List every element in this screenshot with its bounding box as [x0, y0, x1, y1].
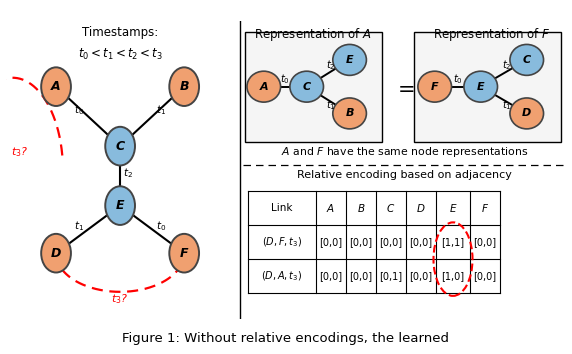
Text: [0,0]: [0,0] — [474, 271, 496, 281]
Circle shape — [510, 45, 543, 75]
Text: $t_1$: $t_1$ — [326, 98, 336, 112]
Text: $(D,A,t_3)$: $(D,A,t_3)$ — [261, 269, 303, 283]
Text: $t_1$: $t_1$ — [74, 219, 84, 233]
Text: $t_1$: $t_1$ — [502, 98, 511, 112]
Text: [0,0]: [0,0] — [474, 237, 496, 247]
Text: Timestamps:: Timestamps: — [82, 26, 158, 39]
Text: [1,1]: [1,1] — [442, 237, 464, 247]
Text: [0,0]: [0,0] — [410, 271, 432, 281]
Text: Representation of $A$: Representation of $A$ — [253, 26, 372, 43]
Text: D: D — [51, 247, 61, 260]
Circle shape — [333, 45, 367, 75]
Text: Figure 1: Without relative encodings, the learned: Figure 1: Without relative encodings, th… — [122, 332, 450, 345]
Text: $t_0 < t_1 < t_2 < t_3$: $t_0 < t_1 < t_2 < t_3$ — [78, 46, 162, 62]
Circle shape — [169, 234, 199, 273]
FancyBboxPatch shape — [414, 32, 562, 142]
Text: A: A — [260, 82, 268, 92]
Text: $t_3$?: $t_3$? — [112, 292, 129, 306]
Text: $=$: $=$ — [393, 78, 415, 98]
Text: F: F — [431, 82, 439, 92]
Text: B: B — [180, 80, 189, 93]
Circle shape — [41, 234, 71, 273]
Circle shape — [105, 127, 135, 165]
Text: E: E — [116, 199, 124, 212]
Text: Link: Link — [271, 203, 293, 213]
Text: [0,0]: [0,0] — [319, 271, 343, 281]
Text: B: B — [345, 108, 354, 119]
Text: [0,0]: [0,0] — [349, 237, 372, 247]
Text: D: D — [522, 108, 531, 119]
Text: $t_3$?: $t_3$? — [11, 145, 28, 159]
Text: $\mathit{B}$: $\mathit{B}$ — [357, 202, 365, 214]
Text: [0,0]: [0,0] — [319, 237, 343, 247]
Text: E: E — [477, 82, 484, 92]
Text: $\mathit{A}$: $\mathit{A}$ — [327, 202, 335, 214]
Text: E: E — [346, 55, 353, 65]
Circle shape — [333, 98, 367, 129]
Text: $t_0$: $t_0$ — [453, 72, 463, 86]
Text: $(D,F,t_3)$: $(D,F,t_3)$ — [262, 235, 302, 249]
Text: $t_2$: $t_2$ — [502, 58, 511, 72]
Text: $t_0$: $t_0$ — [280, 72, 290, 86]
Circle shape — [290, 71, 324, 102]
Text: $\mathit{C}$: $\mathit{C}$ — [386, 202, 396, 214]
Text: A: A — [51, 80, 61, 93]
Text: $\mathit{D}$: $\mathit{D}$ — [416, 202, 426, 214]
Text: [0,0]: [0,0] — [379, 237, 403, 247]
Text: Representation of $F$: Representation of $F$ — [433, 26, 551, 43]
Text: $A$ and $F$ have the same node representations: $A$ and $F$ have the same node represent… — [281, 145, 529, 159]
Circle shape — [247, 71, 281, 102]
Text: $\mathit{E}$: $\mathit{E}$ — [449, 202, 457, 214]
Text: C: C — [116, 139, 125, 153]
Text: $t_0$: $t_0$ — [156, 219, 166, 233]
Circle shape — [464, 71, 498, 102]
Text: $t_2$: $t_2$ — [326, 58, 336, 72]
FancyBboxPatch shape — [245, 32, 382, 142]
Circle shape — [510, 98, 543, 129]
Text: C: C — [523, 55, 531, 65]
Text: $\mathit{F}$: $\mathit{F}$ — [481, 202, 489, 214]
Text: [0,0]: [0,0] — [410, 237, 432, 247]
Text: Relative encoding based on adjacency: Relative encoding based on adjacency — [297, 170, 512, 180]
Text: $t_0$: $t_0$ — [74, 104, 84, 117]
Text: [1,0]: [1,0] — [442, 271, 464, 281]
Circle shape — [105, 186, 135, 225]
Text: [0,1]: [0,1] — [379, 271, 403, 281]
Circle shape — [41, 67, 71, 106]
Text: C: C — [303, 82, 311, 92]
Circle shape — [418, 71, 451, 102]
Circle shape — [169, 67, 199, 106]
Text: F: F — [180, 247, 188, 260]
Text: $t_2$: $t_2$ — [123, 166, 133, 180]
Text: $t_1$: $t_1$ — [156, 104, 166, 117]
Text: [0,0]: [0,0] — [349, 271, 372, 281]
